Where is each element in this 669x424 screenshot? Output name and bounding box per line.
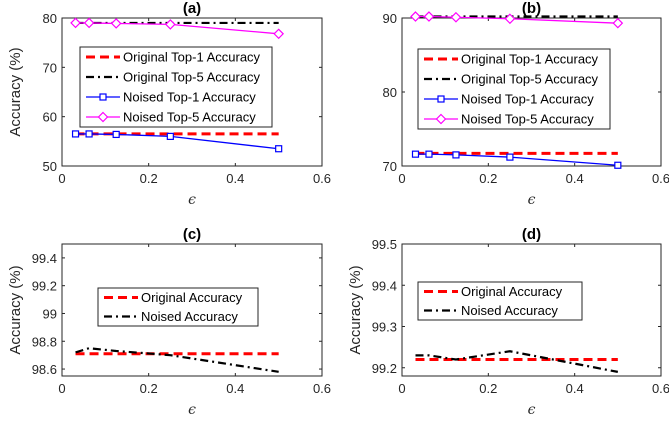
y-tick-label: 98.6 bbox=[32, 362, 57, 377]
data-point bbox=[504, 13, 516, 25]
y-tick-label: 60 bbox=[43, 110, 57, 125]
legend-box bbox=[79, 46, 273, 128]
panel-b: 0 0.2 0.4 0.6 70 80 90 (b) ϵ Original Top-1 Accur… bbox=[383, 0, 669, 208]
legend-label: Noised Top-5 Accuracy bbox=[123, 110, 256, 125]
panel-c: 0 0.2 0.4 0.6 98.6 98.8 99 99.2 99.4 (c) ϵ Accuracy… bbox=[7, 226, 331, 418]
data-point bbox=[83, 17, 95, 29]
x-tick-label: 0.2 bbox=[140, 171, 158, 186]
x-tick-label: 0 bbox=[58, 171, 65, 186]
panel-title: (d) bbox=[522, 226, 541, 243]
y-tick-label: 80 bbox=[383, 85, 397, 100]
y-axis-label: Accuracy (%) bbox=[347, 265, 364, 354]
x-tick-label: 0.4 bbox=[566, 381, 584, 396]
panel-title: (c) bbox=[183, 226, 201, 243]
data-point bbox=[452, 151, 460, 159]
y-tick-label: 70 bbox=[43, 60, 57, 75]
y-tick-label: 99.5 bbox=[372, 237, 397, 252]
data-point bbox=[423, 11, 435, 22]
panel-title: (b) bbox=[522, 0, 541, 17]
data-point bbox=[506, 153, 514, 161]
legend-label: Noised Accuracy bbox=[141, 309, 238, 324]
y-axis-label: Accuracy (%) bbox=[7, 47, 24, 136]
x-tick-label: 0 bbox=[398, 171, 405, 186]
legend-label: Noised Top-1 Accuracy bbox=[123, 90, 256, 105]
x-tick-label: 0.2 bbox=[479, 171, 497, 186]
data-point bbox=[110, 18, 122, 29]
legend: Original Accuracy Noised Accuracy bbox=[97, 287, 259, 327]
x-tick-label: 0.6 bbox=[313, 381, 331, 396]
panel-title: (a) bbox=[183, 0, 201, 17]
y-tick-label: 98.8 bbox=[32, 334, 57, 349]
y-tick-label: 99.2 bbox=[32, 279, 57, 294]
data-point bbox=[112, 130, 120, 139]
y-tick-label: 99 bbox=[43, 306, 57, 321]
x-tick-label: 0.6 bbox=[313, 171, 331, 186]
legend-label: Original Accuracy bbox=[141, 290, 243, 305]
y-tick-label: 90 bbox=[383, 11, 397, 26]
data-point bbox=[273, 28, 285, 40]
x-tick-label: 0.6 bbox=[652, 171, 669, 186]
data-point bbox=[166, 132, 174, 140]
legend-label: Original Top-1 Accuracy bbox=[123, 50, 261, 65]
y-tick-label: 99.4 bbox=[372, 278, 397, 293]
panel-a: 0 0.2 0.4 0.6 50 60 70 80 (a) ϵ Accuracy (%) Origin… bbox=[7, 0, 331, 208]
legend-box bbox=[417, 281, 583, 321]
y-tick-label: 70 bbox=[383, 159, 397, 174]
data-point bbox=[71, 130, 80, 138]
legend-label: Original Top-5 Accuracy bbox=[461, 72, 599, 87]
data-point bbox=[85, 130, 93, 138]
x-axis-label: ϵ bbox=[528, 402, 536, 418]
x-axis-label: ϵ bbox=[188, 192, 196, 208]
y-tick-label: 50 bbox=[43, 159, 57, 174]
data-point bbox=[410, 11, 421, 22]
legend-box bbox=[417, 48, 611, 130]
y-tick-label: 99.2 bbox=[372, 361, 397, 376]
legend-label: Original Top-1 Accuracy bbox=[461, 52, 599, 67]
legend: Original Top-1 Accuracy Original Top-5 Ac… bbox=[79, 46, 273, 128]
legend-marker bbox=[99, 93, 107, 101]
legend-label: Noised Top-5 Accuracy bbox=[461, 112, 594, 127]
x-tick-label: 0 bbox=[58, 381, 65, 396]
legend-label: Noised Top-1 Accuracy bbox=[461, 92, 594, 107]
series-line bbox=[415, 350, 619, 373]
legend-marker bbox=[97, 111, 109, 123]
legend: Original Top-1 Accuracy Original Top-5 Ac… bbox=[417, 48, 611, 130]
x-tick-label: 0.4 bbox=[226, 381, 244, 396]
y-tick-label: 80 bbox=[43, 11, 57, 26]
legend-label: Original Accuracy bbox=[461, 284, 563, 299]
legend-label: Noised Accuracy bbox=[461, 303, 558, 318]
legend: Original Accuracy Noised Accuracy bbox=[417, 281, 583, 321]
y-tick-label: 99.4 bbox=[32, 251, 57, 266]
series-line bbox=[75, 347, 279, 373]
legend-label: Original Top-5 Accuracy bbox=[123, 70, 261, 85]
legend-marker bbox=[435, 113, 447, 125]
x-axis-label: ϵ bbox=[528, 192, 536, 208]
data-point bbox=[164, 19, 176, 30]
x-tick-label: 0.2 bbox=[140, 381, 158, 396]
y-tick-label: 99.3 bbox=[372, 320, 397, 335]
x-tick-label: 0.4 bbox=[566, 171, 584, 186]
x-tick-label: 0.6 bbox=[652, 381, 669, 396]
legend-marker bbox=[437, 95, 445, 103]
data-point bbox=[612, 17, 624, 29]
y-axis-label: Accuracy (%) bbox=[7, 265, 24, 354]
data-point bbox=[614, 161, 622, 169]
panel-d: 0 0.2 0.4 0.6 99.2 99.3 99.4 99.5 (d) ϵ Accuracy (… bbox=[347, 226, 669, 418]
data-point bbox=[275, 145, 283, 153]
x-tick-label: 0.2 bbox=[479, 381, 497, 396]
data-point bbox=[450, 11, 462, 23]
data-point bbox=[411, 150, 420, 158]
data-point bbox=[70, 17, 81, 29]
x-axis-label: ϵ bbox=[188, 402, 196, 418]
legend-box bbox=[97, 287, 259, 327]
x-tick-label: 0.4 bbox=[226, 171, 244, 186]
data-point bbox=[425, 150, 433, 158]
x-tick-label: 0 bbox=[398, 381, 405, 396]
